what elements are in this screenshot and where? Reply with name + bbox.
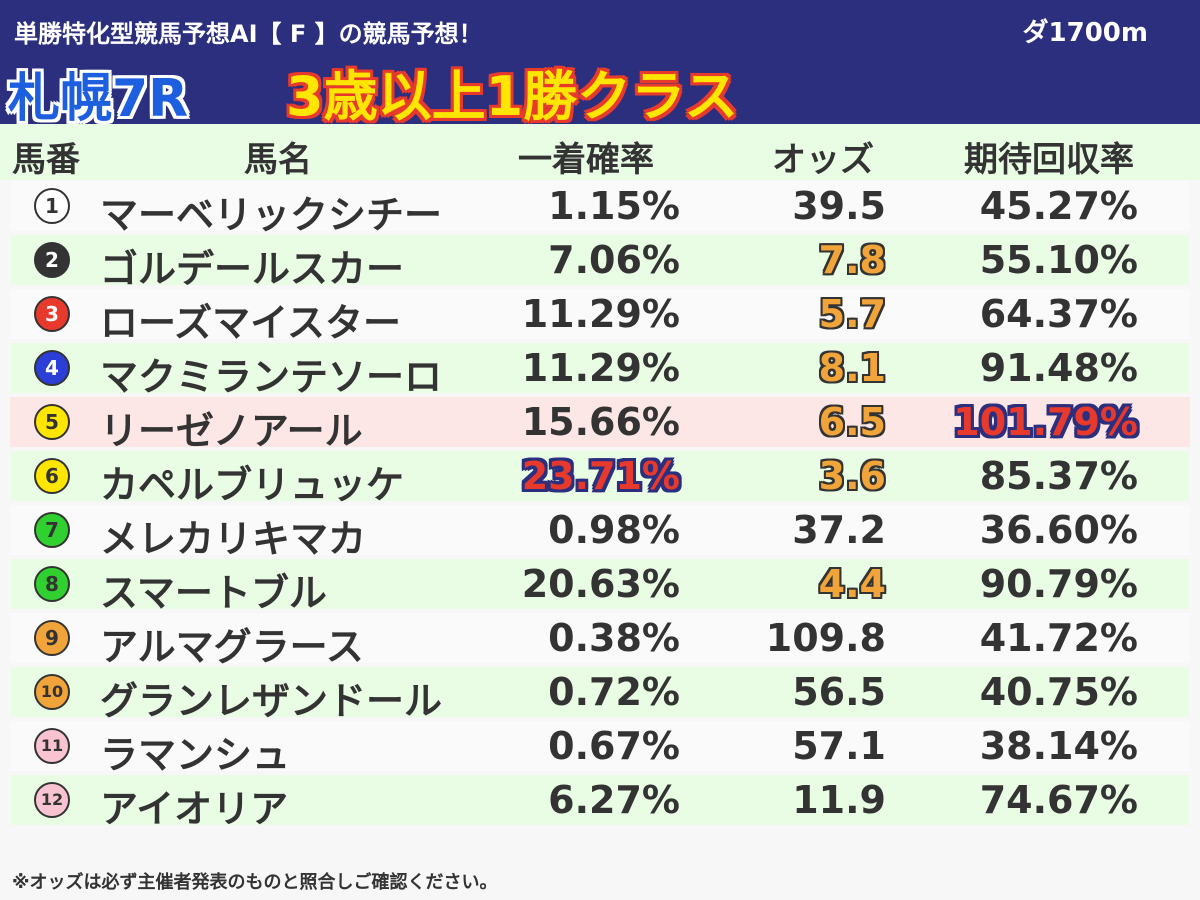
horse-name: カペルブリュッケ <box>100 463 405 507</box>
odds-value: 5.7 <box>818 292 886 336</box>
column-expected-return: 期待回収率 <box>964 140 1134 180</box>
table-header: 馬番 馬名 一着確率 オッズ 期待回収率 <box>0 124 1200 180</box>
post-number-badge: 1 <box>34 188 70 224</box>
win-probability: 0.98% <box>548 508 680 552</box>
odds-value: 8.1 <box>818 346 886 390</box>
table-row: 8 スマートブル 20.63% 4.4 90.79% <box>10 559 1190 615</box>
win-probability: 7.06% <box>548 238 680 282</box>
ai-subtitle: 単勝特化型競馬予想AI【 F 】の競馬予想！ <box>14 20 483 48</box>
table-row: 4 マクミランテソーロ 11.29% 8.1 91.48% <box>10 343 1190 399</box>
expected-return: 74.67% <box>979 778 1138 822</box>
table-row: 5 リーゼノアール 15.66% 6.5 101.79% <box>10 397 1190 453</box>
post-number-badge: 8 <box>34 566 70 602</box>
post-number-badge: 2 <box>34 242 70 278</box>
expected-return: 45.27% <box>979 184 1138 228</box>
horse-name: メレカリキマカ <box>100 517 367 561</box>
odds-value: 7.8 <box>818 238 886 282</box>
win-probability: 0.38% <box>548 616 680 660</box>
table-row: 10 グランレザンドール 0.72% 56.5 40.75% <box>10 667 1190 723</box>
title-banner: 単勝特化型競馬予想AI【 F 】の競馬予想！ ダ1700m 札幌7R 3歳以上1… <box>0 0 1200 129</box>
column-win-prob: 一着確率 <box>518 140 654 180</box>
table-row: 2 ゴルデールスカー 7.06% 7.8 55.10% <box>10 235 1190 291</box>
column-odds: オッズ <box>772 140 874 180</box>
win-probability: 0.67% <box>548 724 680 768</box>
table-row: 1 マーベリックシチー 1.15% 39.5 45.27% <box>10 181 1190 237</box>
expected-return: 64.37% <box>979 292 1138 336</box>
odds-value: 4.4 <box>818 562 886 606</box>
post-number-badge: 10 <box>34 674 70 710</box>
table-row: 9 アルマグラース 0.38% 109.8 41.72% <box>10 613 1190 669</box>
win-probability: 0.72% <box>548 670 680 714</box>
race-class: 3歳以上1勝クラス <box>286 65 739 128</box>
win-probability: 11.29% <box>521 346 680 390</box>
horse-name: スマートブル <box>100 571 327 615</box>
post-number-badge: 3 <box>34 296 70 332</box>
odds-value: 37.2 <box>792 508 886 552</box>
post-number-badge: 11 <box>34 728 70 764</box>
column-number: 馬番 <box>12 140 80 180</box>
expected-return: 101.79% <box>953 400 1138 444</box>
win-probability: 20.63% <box>521 562 680 606</box>
table-row: 7 メレカリキマカ 0.98% 37.2 36.60% <box>10 505 1190 561</box>
win-probability: 6.27% <box>548 778 680 822</box>
expected-return: 36.60% <box>979 508 1138 552</box>
win-probability: 1.15% <box>548 184 680 228</box>
post-number-badge: 5 <box>34 404 70 440</box>
race-name: 札幌7R <box>8 69 189 129</box>
horse-name: アルマグラース <box>100 625 364 669</box>
win-probability: 23.71% <box>521 454 680 498</box>
win-probability: 15.66% <box>521 400 680 444</box>
table-row: 3 ローズマイスター 11.29% 5.7 64.37% <box>10 289 1190 345</box>
odds-value: 6.5 <box>818 400 886 444</box>
table-row: 12 アイオリア 6.27% 11.9 74.67% <box>10 775 1190 831</box>
post-number-badge: 6 <box>34 458 70 494</box>
race-distance: ダ1700m <box>1022 18 1148 48</box>
horse-name: ゴルデールスカー <box>100 247 405 291</box>
odds-value: 3.6 <box>818 454 886 498</box>
expected-return: 91.48% <box>979 346 1138 390</box>
expected-return: 41.72% <box>979 616 1138 660</box>
post-number-badge: 12 <box>34 782 70 818</box>
odds-value: 39.5 <box>792 184 886 228</box>
expected-return: 38.14% <box>979 724 1138 768</box>
column-name: 馬名 <box>244 140 312 180</box>
horse-name: リーゼノアール <box>100 409 363 453</box>
odds-value: 109.8 <box>765 616 886 660</box>
table-row: 6 カペルブリュッケ 23.71% 3.6 85.37% <box>10 451 1190 507</box>
expected-return: 40.75% <box>979 670 1138 714</box>
expected-return: 90.79% <box>979 562 1138 606</box>
horse-name: マーベリックシチー <box>100 193 443 237</box>
expected-return: 85.37% <box>979 454 1138 498</box>
post-number-badge: 7 <box>34 512 70 548</box>
horse-name: マクミランテソーロ <box>100 355 443 399</box>
prediction-table: 1 マーベリックシチー 1.15% 39.5 45.27% 2 ゴルデールスカー 7.06% 7… <box>10 181 1190 831</box>
footnote: ※オッズは必ず主催者発表のものと照合しご確認ください。 <box>12 872 498 893</box>
odds-value: 57.1 <box>792 724 886 768</box>
odds-value: 56.5 <box>792 670 886 714</box>
table-row: 11 ラマンシュ 0.67% 57.1 38.14% <box>10 721 1190 777</box>
win-probability: 11.29% <box>521 292 680 336</box>
horse-name: アイオリア <box>100 787 289 831</box>
post-number-badge: 4 <box>34 350 70 386</box>
horse-name: グランレザンドール <box>100 679 443 723</box>
expected-return: 55.10% <box>979 238 1138 282</box>
odds-value: 11.9 <box>792 778 886 822</box>
post-number-badge: 9 <box>34 620 70 656</box>
horse-name: ローズマイスター <box>100 301 401 345</box>
horse-name: ラマンシュ <box>100 733 291 777</box>
